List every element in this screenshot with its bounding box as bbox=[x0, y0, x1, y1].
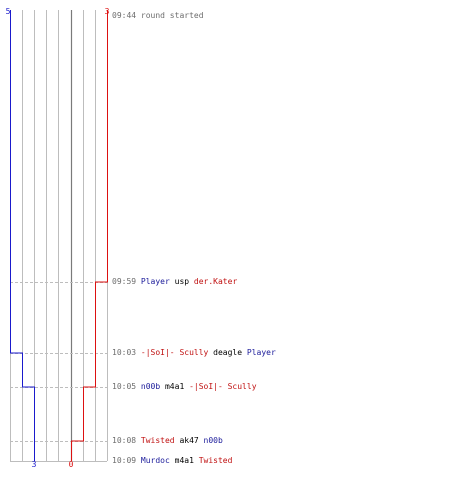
event-time: 09:59 bbox=[112, 277, 141, 286]
event-row-kill-4: 10:08 Twisted ak47 n00b bbox=[112, 436, 223, 446]
blue-start-score: 5 bbox=[6, 7, 11, 16]
event-text: ak47 bbox=[174, 436, 204, 445]
event-text: usp bbox=[169, 277, 194, 286]
player-name: Twisted bbox=[140, 436, 175, 445]
player-name: n00b bbox=[140, 382, 161, 391]
player-name: Murdoc bbox=[140, 456, 170, 465]
event-row-kill-1: 09:59 Player usp der.Kater bbox=[112, 277, 237, 287]
blue-team-line bbox=[10, 10, 35, 461]
event-text: round started bbox=[140, 11, 204, 20]
event-time: 10:05 bbox=[112, 382, 141, 391]
event-row-kill-5: 10:09 Murdoc m4a1 Twisted bbox=[112, 456, 232, 466]
player-name: Twisted bbox=[198, 456, 233, 465]
player-name: Player bbox=[140, 277, 170, 286]
grid-lines bbox=[10, 10, 108, 462]
blue-end-score: 3 bbox=[32, 460, 37, 469]
player-name: -|SoI|- Scully bbox=[140, 348, 209, 357]
player-name: n00b bbox=[203, 436, 223, 445]
event-text: m4a1 bbox=[160, 382, 190, 391]
player-name: -|SoI|- Scully bbox=[189, 382, 257, 391]
event-row-start: 09:44 round started bbox=[112, 11, 204, 21]
event-text: deagle bbox=[208, 348, 247, 357]
event-time: 10:09 bbox=[112, 456, 141, 465]
event-time: 10:08 bbox=[112, 436, 141, 445]
red-team-line bbox=[71, 10, 108, 461]
event-text: m4a1 bbox=[169, 456, 199, 465]
red-start-score: 3 bbox=[105, 7, 110, 16]
player-name: Player bbox=[246, 348, 276, 357]
score-labels: 5 3 3 0 bbox=[6, 7, 110, 469]
team-score-lines bbox=[10, 10, 108, 461]
event-row-kill-2: 10:03 -|SoI|- Scully deagle Player bbox=[112, 348, 276, 358]
event-time: 10:03 bbox=[112, 348, 141, 357]
event-row-kill-3: 10:05 n00b m4a1 -|SoI|- Scully bbox=[112, 382, 257, 392]
event-time: 09:44 bbox=[112, 11, 141, 20]
player-name: der.Kater bbox=[193, 277, 238, 286]
red-end-score: 0 bbox=[69, 460, 74, 469]
